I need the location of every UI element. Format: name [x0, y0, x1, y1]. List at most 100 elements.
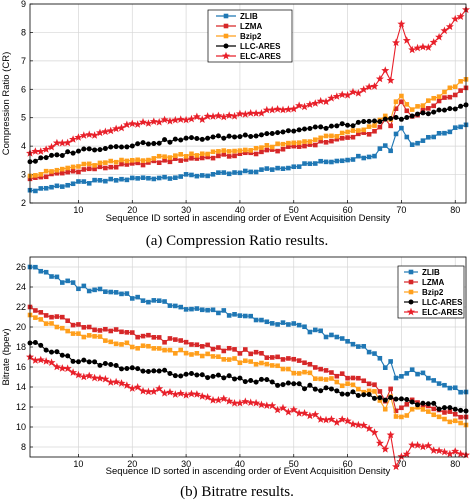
data-point — [452, 125, 458, 130]
data-point — [404, 115, 410, 121]
data-point — [382, 365, 388, 370]
data-point — [402, 36, 411, 44]
legend-entry-lzma: LZMA — [240, 22, 262, 31]
data-point — [81, 167, 87, 172]
legend-entry-bzip2: Bzip2 — [240, 32, 262, 41]
data-point — [322, 97, 330, 106]
data-point — [399, 93, 404, 99]
data-point — [33, 188, 38, 194]
data-point — [280, 382, 286, 388]
data-point — [345, 375, 350, 381]
data-point — [135, 345, 140, 351]
data-point — [286, 366, 291, 372]
data-point — [361, 155, 367, 161]
data-point — [173, 175, 178, 181]
data-point — [296, 381, 302, 387]
data-point — [338, 415, 347, 423]
data-point — [329, 370, 334, 375]
legend-swatch-marker — [407, 307, 415, 316]
y-axis-label: Bitrate (bpev) — [1, 328, 12, 385]
data-point — [59, 170, 65, 176]
data-point — [257, 109, 266, 117]
data-point — [237, 151, 243, 157]
data-point — [226, 154, 232, 159]
data-point — [166, 388, 174, 396]
x-tick-label: 60 — [343, 205, 353, 215]
data-point — [113, 164, 119, 170]
data-point — [79, 131, 88, 139]
chart-compression-ratio: 2 3 4 5 6 7 8 9 10 20 30 40 50 60 70 80 Sequence ID sort… — [1, 0, 470, 224]
data-point — [345, 135, 350, 140]
data-point — [38, 342, 44, 348]
data-point — [275, 141, 280, 147]
data-point — [436, 131, 442, 136]
data-point — [356, 131, 361, 137]
data-point — [176, 115, 185, 123]
data-point — [162, 367, 168, 373]
data-point — [334, 334, 340, 340]
data-point — [210, 155, 216, 161]
data-point — [92, 359, 98, 365]
data-point — [70, 331, 76, 336]
data-point — [339, 158, 345, 164]
data-point — [221, 170, 227, 175]
data-point — [264, 143, 270, 148]
data-point — [124, 162, 130, 167]
data-point — [452, 92, 458, 98]
data-point — [452, 418, 458, 424]
data-point — [296, 144, 302, 149]
data-point — [442, 410, 447, 415]
data-point — [155, 118, 164, 126]
data-point — [366, 124, 372, 129]
data-point — [248, 313, 253, 319]
data-point — [397, 452, 406, 460]
data-point — [393, 375, 399, 381]
data-point — [382, 406, 388, 412]
data-point — [275, 363, 280, 369]
data-point — [415, 140, 420, 146]
data-point — [284, 407, 293, 416]
data-point — [280, 166, 286, 171]
data-point — [258, 376, 264, 382]
data-point — [381, 445, 390, 453]
data-point — [329, 376, 334, 381]
data-point — [275, 165, 280, 171]
data-point — [248, 359, 253, 364]
data-point — [173, 351, 178, 356]
data-point — [122, 120, 131, 129]
legend-entry-llc-ares: LLC-ARES — [422, 298, 463, 307]
data-point — [382, 113, 388, 119]
data-point — [38, 186, 44, 191]
data-point — [113, 159, 119, 165]
data-point — [323, 133, 329, 139]
data-point — [113, 290, 119, 295]
data-point — [230, 399, 239, 407]
y-tick-label: 18 — [16, 342, 26, 352]
data-point — [447, 385, 453, 391]
data-point — [178, 137, 184, 143]
data-point — [43, 269, 49, 275]
legend-swatch-marker — [223, 23, 229, 29]
data-point — [69, 368, 78, 376]
data-point — [151, 141, 157, 147]
data-point — [275, 130, 281, 136]
data-point — [140, 343, 146, 349]
series-lzma — [27, 85, 469, 182]
data-point — [329, 159, 334, 165]
data-point — [372, 128, 377, 134]
legend-entry-elc-ares: ELC-ARES — [422, 308, 464, 317]
data-point — [397, 19, 406, 28]
legend-entry-bzip2: Bzip2 — [422, 288, 444, 297]
data-point — [318, 388, 324, 394]
data-point — [226, 171, 232, 177]
data-point — [119, 144, 125, 150]
series-elc-ares — [26, 5, 470, 157]
data-point — [92, 287, 97, 293]
data-point — [429, 446, 438, 454]
data-point — [183, 350, 189, 356]
data-point — [426, 98, 431, 103]
data-point — [431, 406, 437, 412]
data-point — [307, 361, 313, 367]
data-point — [81, 357, 87, 363]
